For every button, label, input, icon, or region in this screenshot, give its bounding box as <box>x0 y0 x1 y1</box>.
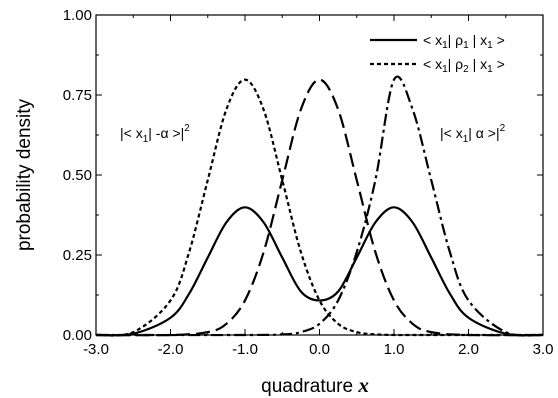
series-line-rho1 <box>95 206 544 337</box>
annotation-right: |< x1| α >|2 <box>440 123 506 145</box>
x-axis-title: quadrature x <box>261 373 369 397</box>
legend-label-1: < x1| ρ1 | x1 > <box>423 32 505 51</box>
x-tick-label: 2.0 <box>458 341 479 358</box>
series-line-rho2 <box>95 78 543 337</box>
y-axis-title: probability density <box>14 98 35 251</box>
x-tick-label: -2.0 <box>158 341 184 358</box>
x-tick-label: 0.0 <box>309 341 330 358</box>
y-tick-label: 0.50 <box>63 167 92 184</box>
y-tick-label: 0.25 <box>63 247 92 264</box>
legend-label-2: < x1| ρ2 | x1 > <box>423 56 505 75</box>
x-tick-label: -3.0 <box>83 341 109 358</box>
ticks-layer: -3.0 -2.0 -1.0 0.0 1.0 2.0 3.0 0.00 0.25 0.50 0.75… <box>63 7 554 358</box>
series-layer <box>95 75 544 337</box>
x-tick-label: 3.0 <box>533 341 554 358</box>
annotation-left: |< x1| -α >|2 <box>120 123 190 145</box>
y-tick-label: 0.00 <box>63 327 92 344</box>
series-line-dashed <box>95 78 544 337</box>
legend: < x1| ρ1 | x1 > < x1| ρ2 | x1 > <box>370 32 505 75</box>
x-tick-label: 1.0 <box>384 341 405 358</box>
y-tick-label: 1.00 <box>63 7 92 24</box>
y-tick-label: 0.75 <box>63 87 92 104</box>
series-line-dashdot <box>95 75 544 337</box>
x-tick-label: -1.0 <box>232 341 258 358</box>
